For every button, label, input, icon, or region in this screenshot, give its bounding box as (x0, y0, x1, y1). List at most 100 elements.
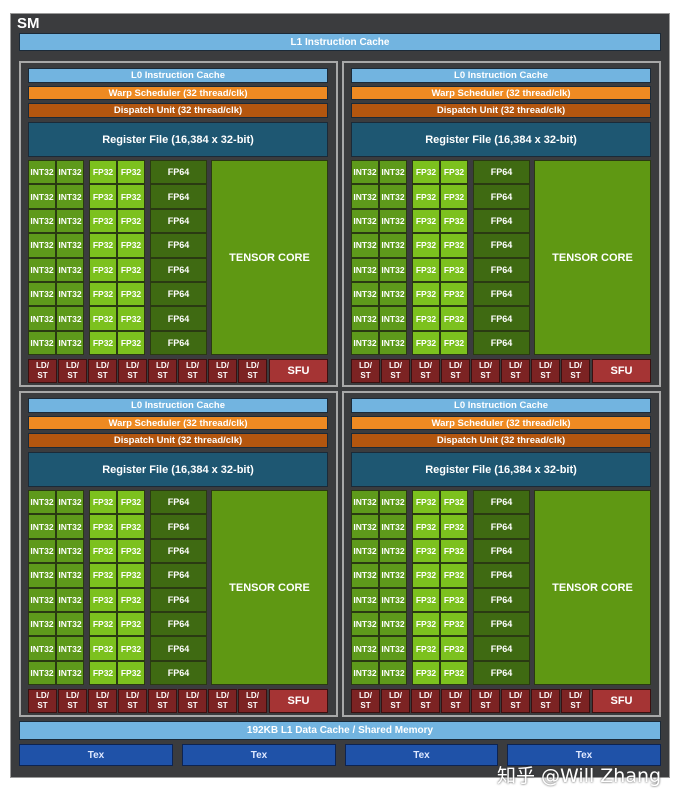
fp64-core: FP64 (150, 208, 207, 234)
fp32-core: FP32 (440, 257, 468, 282)
fp64-core: FP64 (473, 490, 530, 515)
int32-core: INT32 (28, 538, 56, 564)
fp32-core: FP32 (412, 282, 440, 307)
fp32-core: FP32 (117, 514, 145, 539)
ld-st-label-top: LD/ (216, 691, 229, 700)
fp64-core: FP64 (150, 184, 207, 209)
fp32-core: FP32 (89, 233, 117, 258)
ld-st-unit: LD/ST (501, 359, 530, 383)
ld-st-label-bottom: ST (360, 701, 371, 710)
fp64-core: FP64 (473, 563, 530, 588)
ld-st-unit: LD/ST (208, 689, 237, 713)
fp32-core: FP32 (440, 208, 468, 234)
processing-block: L0 Instruction Cache Warp Scheduler (32 t… (19, 391, 338, 717)
fp64-core: FP64 (150, 660, 207, 686)
ld-st-label-top: LD/ (389, 691, 402, 700)
fp32-core: FP32 (89, 330, 117, 356)
fp32-core: FP32 (117, 257, 145, 282)
ld-st-unit: LD/ST (28, 359, 57, 383)
ld-st-label-top: LD/ (449, 361, 462, 370)
ld-st-label-top: LD/ (96, 361, 109, 370)
int32-core: INT32 (56, 306, 84, 331)
int32-core: INT32 (28, 612, 56, 637)
ld-st-label-top: LD/ (246, 361, 259, 370)
int32-core: INT32 (351, 330, 379, 356)
fp32-core: FP32 (412, 160, 440, 185)
fp32-core: FP32 (117, 636, 145, 661)
register-file: Register File (16,384 x 32-bit) (28, 122, 328, 157)
fp32-core: FP32 (117, 160, 145, 185)
ld-st-label-top: LD/ (66, 361, 79, 370)
fp64-core: FP64 (473, 660, 530, 686)
int32-core: INT32 (379, 612, 407, 637)
int32-core: INT32 (379, 184, 407, 209)
ld-st-unit: LD/ST (148, 689, 177, 713)
ld-st-unit: LD/ST (471, 359, 500, 383)
fp32-core: FP32 (412, 538, 440, 564)
ld-st-unit: LD/ST (381, 689, 410, 713)
int32-core: INT32 (351, 306, 379, 331)
ld-st-label-top: LD/ (539, 691, 552, 700)
tensor-core: TENSOR CORE (534, 490, 651, 686)
ld-st-unit: LD/ST (351, 689, 380, 713)
fp64-core: FP64 (150, 612, 207, 637)
fp32-core: FP32 (89, 612, 117, 637)
fp32-core: FP32 (440, 514, 468, 539)
int32-core: INT32 (351, 538, 379, 564)
fp64-core: FP64 (473, 233, 530, 258)
l0-instruction-cache: L0 Instruction Cache (28, 68, 328, 83)
ld-st-label-bottom: ST (247, 701, 258, 710)
int32-core: INT32 (379, 660, 407, 686)
fp32-core: FP32 (412, 563, 440, 588)
int32-core: INT32 (379, 257, 407, 282)
ld-st-unit: LD/ST (118, 359, 147, 383)
int32-core: INT32 (351, 160, 379, 185)
int32-core: INT32 (351, 490, 379, 515)
fp32-core: FP32 (89, 660, 117, 686)
ld-st-label-top: LD/ (389, 361, 402, 370)
ld-st-label-bottom: ST (217, 371, 228, 380)
fp32-core: FP32 (440, 660, 468, 686)
ld-st-label-top: LD/ (479, 361, 492, 370)
dispatch-unit: Dispatch Unit (32 thread/clk) (28, 103, 328, 118)
fp64-core: FP64 (150, 306, 207, 331)
fp64-core: FP64 (150, 330, 207, 356)
fp32-core: FP32 (412, 612, 440, 637)
int32-core: INT32 (351, 563, 379, 588)
ld-st-label-bottom: ST (127, 371, 138, 380)
warp-scheduler: Warp Scheduler (32 thread/clk) (351, 416, 651, 430)
int32-core: INT32 (351, 514, 379, 539)
ld-st-label-bottom: ST (247, 371, 258, 380)
fp64-core: FP64 (473, 184, 530, 209)
ld-st-unit: LD/ST (208, 359, 237, 383)
ld-st-label-bottom: ST (570, 701, 581, 710)
int32-core: INT32 (351, 612, 379, 637)
ld-st-unit: LD/ST (58, 689, 87, 713)
fp32-core: FP32 (89, 490, 117, 515)
int32-core: INT32 (28, 257, 56, 282)
ld-st-unit: LD/ST (58, 359, 87, 383)
fp32-core: FP32 (412, 208, 440, 234)
fp64-core: FP64 (150, 587, 207, 612)
ld-st-unit: LD/ST (471, 689, 500, 713)
warp-scheduler: Warp Scheduler (32 thread/clk) (28, 416, 328, 430)
fp32-core: FP32 (89, 563, 117, 588)
tensor-core: TENSOR CORE (534, 160, 651, 356)
int32-core: INT32 (379, 330, 407, 356)
ld-st-unit: LD/ST (238, 359, 267, 383)
ld-st-label-bottom: ST (390, 371, 401, 380)
register-file: Register File (16,384 x 32-bit) (351, 452, 651, 487)
fp32-core: FP32 (440, 184, 468, 209)
ld-st-unit: LD/ST (148, 359, 177, 383)
int32-core: INT32 (28, 587, 56, 612)
l0-instruction-cache: L0 Instruction Cache (351, 398, 651, 413)
fp32-core: FP32 (89, 538, 117, 564)
ld-st-unit: LD/ST (178, 359, 207, 383)
ld-st-label-bottom: ST (540, 371, 551, 380)
ld-st-label-top: LD/ (509, 691, 522, 700)
ld-st-label-top: LD/ (419, 691, 432, 700)
int32-core: INT32 (379, 160, 407, 185)
ld-st-label-top: LD/ (126, 691, 139, 700)
fp32-core: FP32 (412, 660, 440, 686)
ld-st-label-bottom: ST (450, 371, 461, 380)
